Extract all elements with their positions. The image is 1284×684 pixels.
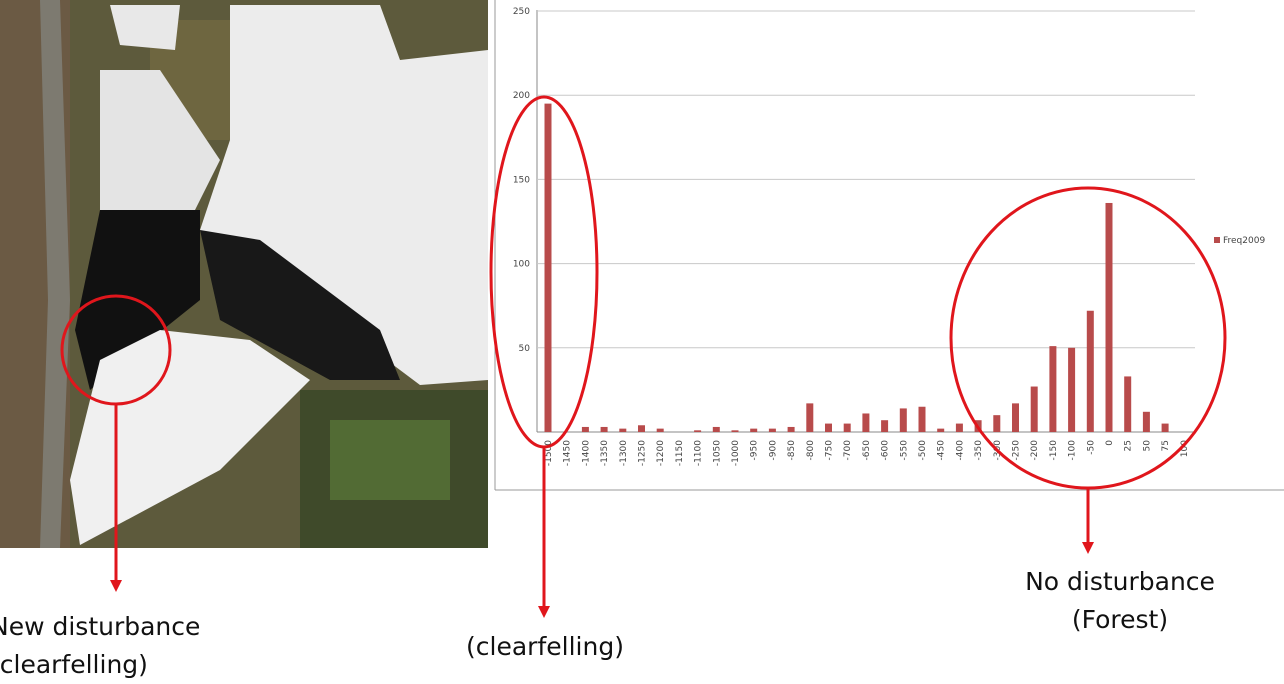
x-tick-label: -600: [881, 440, 891, 461]
x-tick-label: -650: [862, 440, 872, 461]
bar: [993, 415, 1000, 432]
legend-swatch: [1214, 237, 1220, 243]
bar: [1162, 424, 1169, 432]
arrowheads: [110, 542, 1094, 618]
bar: [713, 427, 720, 432]
annotation: (clearfelling): [466, 632, 624, 661]
x-tick-label: -750: [825, 440, 835, 461]
x-tick-label: -850: [787, 440, 797, 461]
bar: [657, 429, 664, 432]
bar: [1049, 346, 1056, 432]
x-tick-label: -250: [1012, 440, 1022, 461]
y-tick-label: 100: [513, 260, 530, 270]
legend-label: Freq2009: [1223, 236, 1265, 246]
x-tick-label: -200: [1030, 440, 1040, 461]
y-tick-label: 150: [513, 175, 530, 185]
x-tick-label: -900: [768, 440, 778, 461]
annotation: New disturbance: [0, 612, 200, 641]
bar: [1031, 387, 1038, 432]
x-tick-label: -1150: [675, 440, 685, 466]
bar: [1087, 311, 1094, 432]
bar: [732, 430, 739, 432]
bar: [919, 407, 926, 432]
x-tick-label: -1200: [656, 440, 666, 466]
x-tick-label: -800: [806, 440, 816, 461]
y-tick-label: 50: [519, 344, 531, 354]
bar: [582, 427, 589, 432]
x-tick-label: -1400: [581, 440, 591, 466]
bar: [750, 429, 757, 432]
x-tick-label: 50: [1142, 440, 1152, 452]
bar: [1068, 348, 1075, 432]
x-tick-label: -1300: [619, 440, 629, 466]
x-tick-label: -550: [899, 440, 909, 461]
x-tick-label: -500: [918, 440, 928, 461]
x-tick-label: -350: [974, 440, 984, 461]
x-tick-label: -50: [1086, 440, 1096, 455]
page: {"chart_data": {"type": "bar", "categori…: [0, 0, 1284, 684]
x-tick-label: -1000: [731, 440, 741, 466]
y-tick-label: 200: [513, 91, 530, 101]
bar: [956, 424, 963, 432]
x-tick-label: 0: [1105, 440, 1115, 446]
bar: [862, 413, 869, 432]
bar: [1143, 412, 1150, 432]
x-tick-label: -1350: [600, 440, 610, 466]
bar: [937, 429, 944, 432]
x-tick-label: -1100: [694, 440, 704, 466]
bar: [1012, 403, 1019, 432]
chart-frame: [495, 0, 1284, 490]
bar: [788, 427, 795, 432]
figure: 50100150200250-1500-1450-1400-1350-1300-…: [0, 0, 1284, 684]
x-tick-label: 75: [1161, 440, 1171, 451]
bar: [844, 424, 851, 432]
bar: [619, 429, 626, 432]
x-tick-label: -1450: [563, 440, 573, 466]
bar: [881, 420, 888, 432]
x-tick-label: -700: [843, 440, 853, 461]
bar: [900, 408, 907, 432]
y-tick-label: 250: [513, 7, 530, 17]
satellite-image: [0, 0, 488, 548]
x-tick-label: -1250: [638, 440, 648, 466]
bar: [545, 104, 552, 432]
x-tick-label: -100: [1068, 440, 1078, 461]
annotation: No disturbance: [1025, 567, 1215, 596]
annotation: (Forest): [1072, 605, 1168, 634]
x-tick-label: -450: [937, 440, 947, 461]
x-tick-label: -950: [750, 440, 760, 461]
x-tick-label: 25: [1124, 440, 1134, 451]
bar: [769, 429, 776, 432]
x-tick-label: -400: [955, 440, 965, 461]
bar: [1124, 376, 1131, 432]
bar: [1106, 203, 1113, 432]
x-tick-label: -1050: [712, 440, 722, 466]
bar: [806, 403, 813, 432]
x-tick-label: -150: [1049, 440, 1059, 461]
bar: [694, 430, 701, 432]
bar: [825, 424, 832, 432]
bar: [601, 427, 608, 432]
annotation: (clearfelling): [0, 650, 148, 679]
bar: [638, 425, 645, 432]
